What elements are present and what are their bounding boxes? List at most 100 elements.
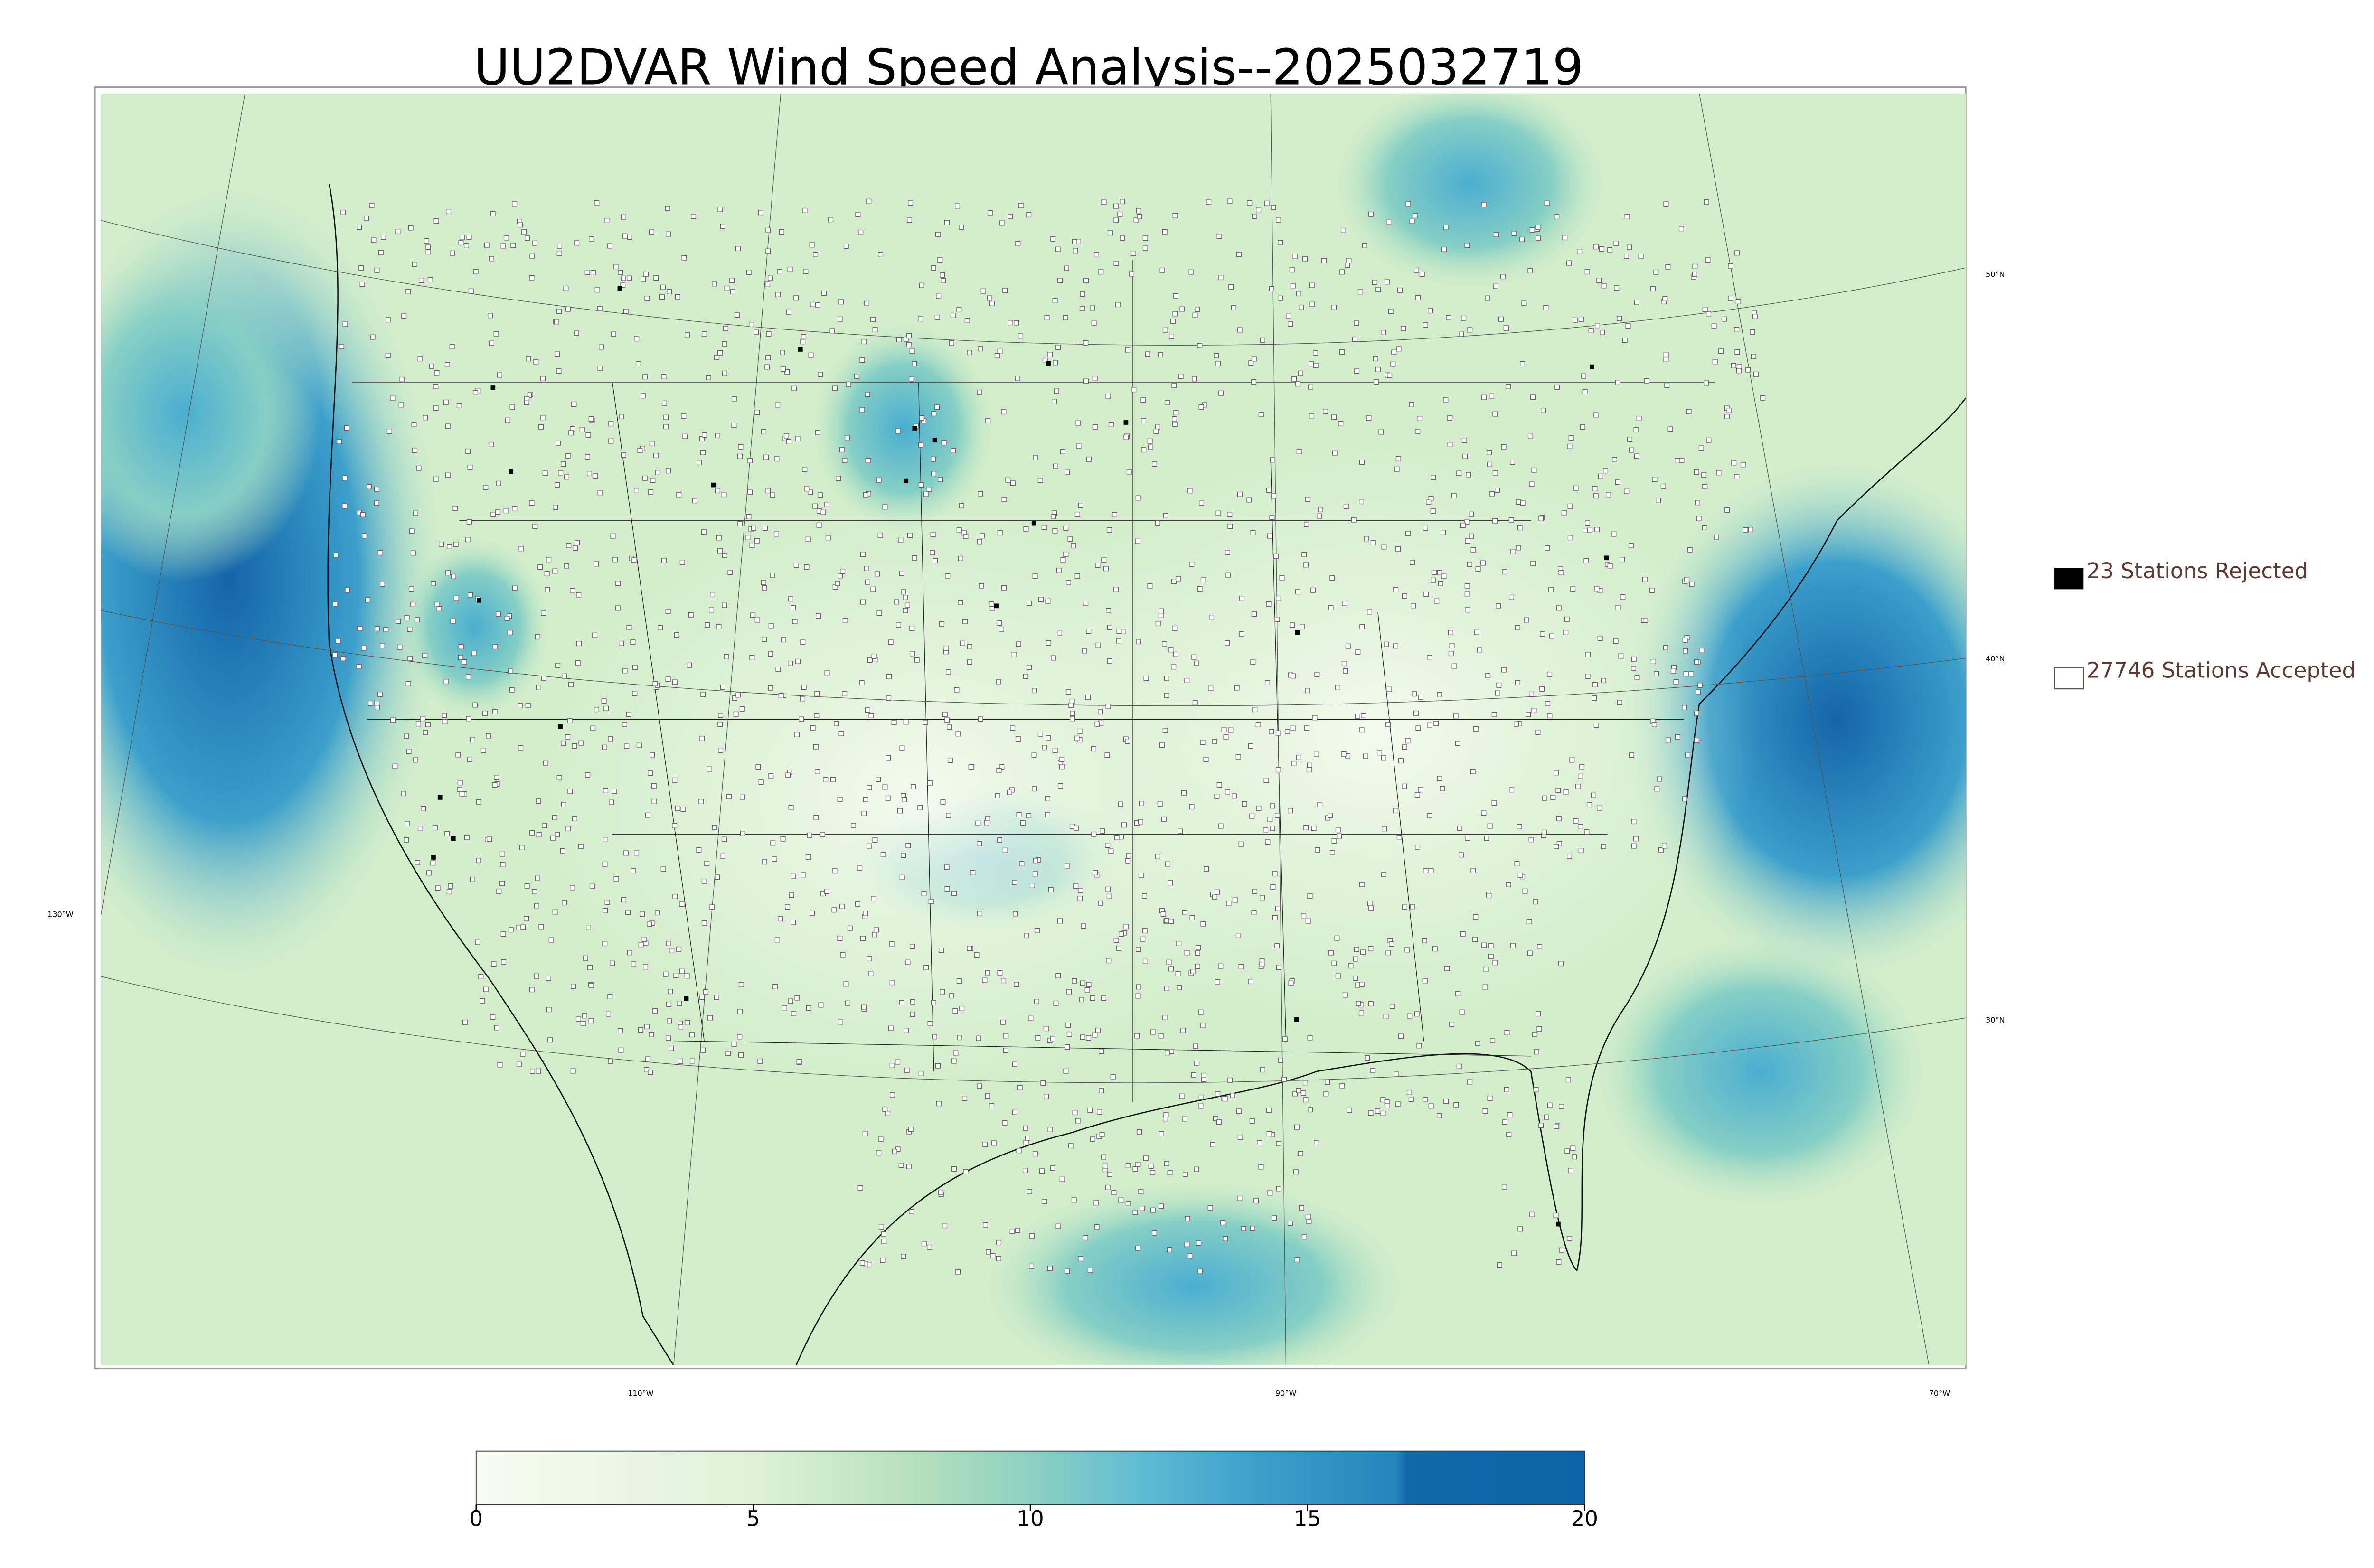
station [1504, 1030, 1510, 1035]
station [1443, 1098, 1449, 1104]
station [509, 404, 515, 410]
station [1547, 671, 1553, 677]
station [1010, 725, 1016, 731]
station [1301, 552, 1307, 557]
station [1354, 368, 1360, 374]
station [1170, 318, 1176, 324]
station [1562, 235, 1568, 241]
station [1184, 950, 1190, 956]
station [802, 207, 808, 213]
station [1223, 1236, 1228, 1241]
station [1683, 671, 1689, 677]
station [681, 413, 687, 419]
station [1467, 1079, 1473, 1085]
station [859, 680, 865, 685]
station [1020, 820, 1026, 826]
station [740, 831, 745, 836]
station [1137, 1129, 1142, 1135]
station [1642, 577, 1648, 582]
station [1406, 1089, 1412, 1095]
station [1418, 695, 1424, 700]
station [858, 229, 864, 235]
station [882, 504, 888, 510]
station [689, 1032, 695, 1038]
station [982, 1141, 988, 1147]
station [1228, 727, 1234, 733]
station [863, 797, 869, 802]
station [1585, 652, 1591, 657]
station [669, 948, 675, 954]
station [1427, 813, 1432, 818]
station [1045, 598, 1051, 604]
station [1227, 198, 1233, 204]
station [737, 521, 743, 526]
station [727, 570, 733, 575]
station [1221, 727, 1227, 732]
station [1016, 641, 1021, 647]
station [823, 777, 829, 782]
station [1101, 199, 1107, 205]
station [1706, 311, 1712, 317]
station [1615, 479, 1620, 485]
station [1195, 950, 1200, 956]
station [829, 328, 835, 334]
station [707, 1015, 713, 1021]
station [374, 705, 380, 711]
station [574, 240, 580, 246]
station [685, 332, 690, 338]
station [675, 294, 680, 300]
station [1663, 201, 1669, 207]
station [955, 1269, 961, 1275]
station [1448, 630, 1453, 636]
station [1530, 394, 1536, 400]
station [1296, 754, 1302, 760]
station [921, 1241, 927, 1247]
station [1384, 641, 1389, 647]
station [433, 405, 439, 411]
station [855, 212, 861, 217]
station [1079, 306, 1085, 311]
station [390, 395, 396, 401]
station [1702, 307, 1708, 312]
station [665, 206, 670, 211]
station [1514, 861, 1520, 866]
station [565, 306, 571, 312]
station [977, 1083, 982, 1089]
station [425, 722, 431, 727]
station [602, 744, 607, 750]
station [1237, 1134, 1243, 1140]
station [754, 617, 760, 623]
station [944, 717, 950, 723]
station [1272, 915, 1278, 920]
station [663, 414, 669, 420]
station [1009, 1228, 1015, 1234]
station [652, 1008, 658, 1014]
station [814, 713, 820, 718]
station [603, 908, 608, 913]
station [997, 837, 1002, 843]
station [970, 870, 976, 875]
station [794, 995, 800, 1001]
station [1052, 528, 1058, 534]
station [1232, 897, 1238, 903]
station [1567, 443, 1573, 449]
station [1123, 434, 1129, 440]
station [1121, 822, 1127, 828]
station [1355, 649, 1361, 655]
station [1351, 517, 1357, 523]
station [937, 257, 943, 263]
station [761, 429, 766, 435]
station [1014, 982, 1019, 987]
station [1507, 1112, 1513, 1117]
station [379, 582, 385, 587]
station [1675, 734, 1680, 740]
station [1465, 538, 1470, 544]
station [1159, 267, 1165, 273]
station [1345, 263, 1350, 268]
station [1184, 677, 1190, 683]
station [834, 721, 839, 726]
station [507, 630, 513, 636]
station [1620, 594, 1626, 600]
station [1164, 693, 1169, 698]
station [566, 543, 572, 548]
